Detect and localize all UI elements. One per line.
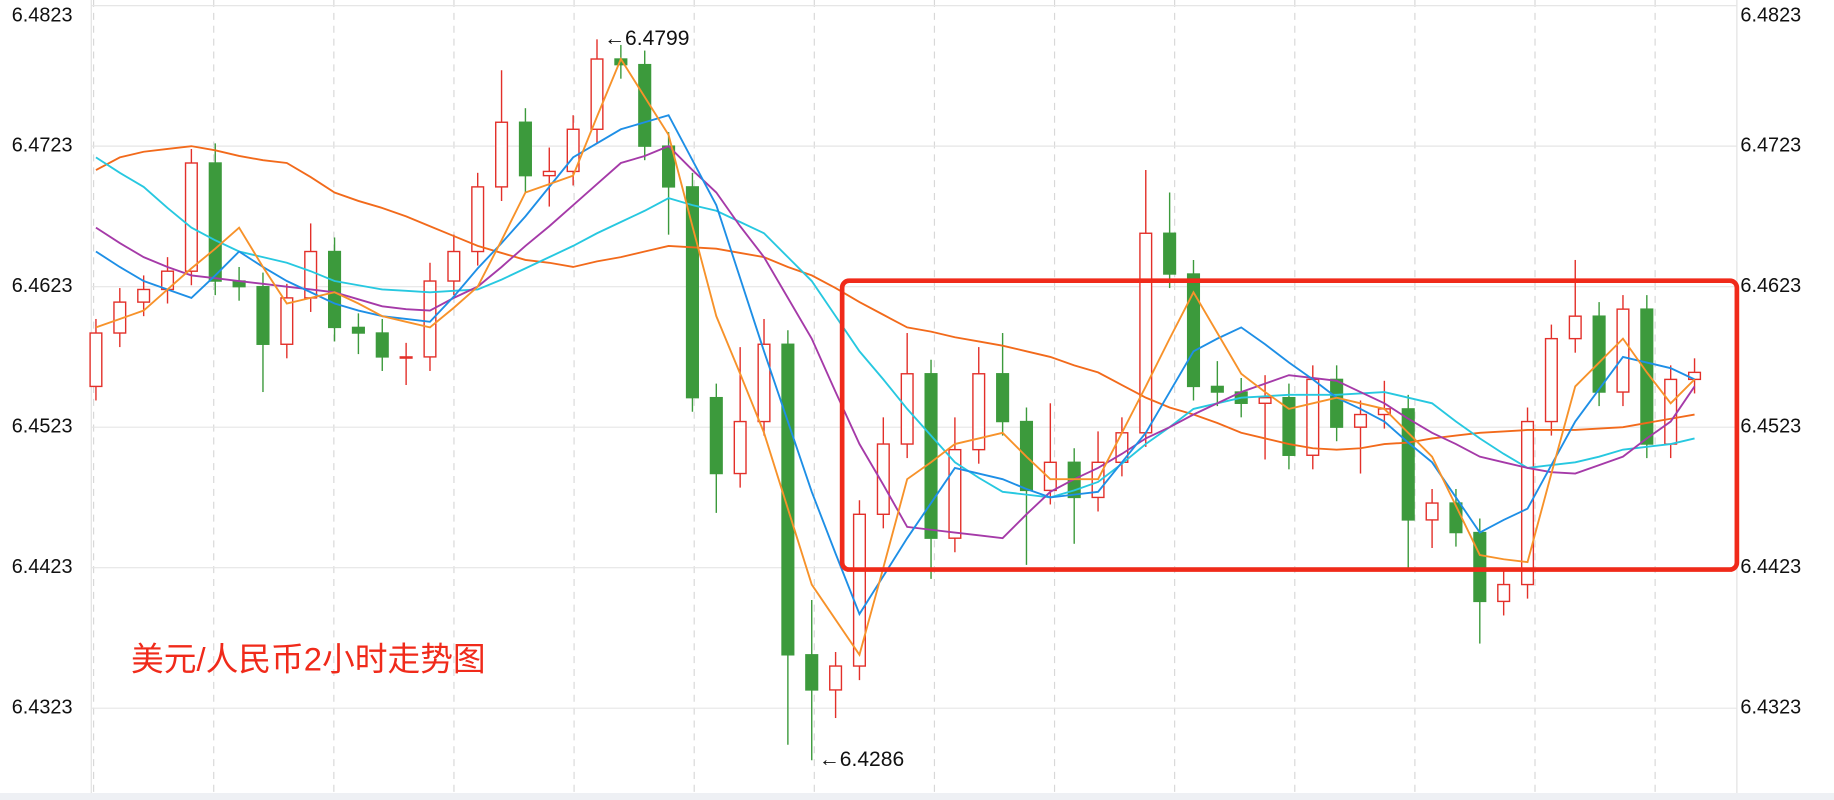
- candle-body: [542, 170, 556, 177]
- candle-body: [972, 373, 986, 451]
- y-tick-label: 6.4423: [12, 556, 73, 578]
- candle-body: [1306, 378, 1320, 456]
- ma-line: [95, 145, 1695, 451]
- chart-title: 美元/人民币2小时走势图: [131, 641, 486, 678]
- y-tick-label: 6.4323: [12, 696, 73, 718]
- y2-tick-label: 6.4423: [1740, 556, 1801, 578]
- candle-body: [137, 288, 151, 303]
- candle-body: [1210, 385, 1224, 393]
- candle-body: [1616, 308, 1630, 393]
- candle-body: [447, 250, 461, 282]
- candle-body: [280, 297, 294, 345]
- candle-body: [1592, 315, 1606, 393]
- candle-body: [733, 420, 747, 475]
- candle-body: [1043, 461, 1057, 492]
- candle-body: [829, 665, 843, 691]
- candle-body: [1425, 502, 1439, 521]
- y2-tick-label: 6.4323: [1740, 696, 1801, 718]
- candle-body: [781, 343, 795, 656]
- candle-body: [852, 513, 867, 667]
- candle-body: [1664, 378, 1678, 445]
- candle-body: [876, 443, 890, 515]
- ma-line: [95, 145, 1696, 540]
- candle-body: [1473, 531, 1487, 603]
- candle-body: [471, 186, 485, 253]
- candle-body: [89, 332, 103, 388]
- ma-line: [95, 114, 1695, 617]
- y-tick-label: 6.4623: [12, 275, 73, 297]
- plot: [89, 39, 1702, 761]
- candle-body: [351, 326, 365, 334]
- y-tick-label: 6.4823: [12, 5, 73, 27]
- candle-body: [566, 128, 580, 173]
- candle-body: [1640, 308, 1654, 445]
- candle-body: [1186, 273, 1201, 388]
- candle-body: [1353, 413, 1368, 428]
- candle-body: [375, 332, 389, 358]
- ma-line: [95, 156, 1695, 499]
- candle-body: [399, 356, 413, 359]
- candle-body: [256, 285, 270, 345]
- candle-body: [327, 250, 342, 329]
- candle-body: [948, 448, 962, 539]
- candle-body: [996, 373, 1010, 423]
- candle-body: [1544, 337, 1558, 423]
- annotation: ←6.4286: [819, 748, 904, 771]
- candle-body: [1520, 420, 1535, 586]
- candle-body: [1139, 232, 1153, 434]
- y2-tick-label: 6.4523: [1740, 415, 1801, 437]
- y2-tick-label: 6.4723: [1740, 134, 1801, 156]
- candle-body: [1330, 378, 1344, 428]
- candle-body: [1401, 408, 1415, 521]
- candle-body: [757, 343, 771, 423]
- candle-body: [1282, 396, 1296, 456]
- candle-body: [518, 121, 532, 177]
- candle-body: [184, 162, 198, 272]
- candle-body: [1258, 396, 1272, 404]
- time-grid: [93, 0, 1656, 793]
- candle-body: [1497, 583, 1511, 603]
- candle-body: [208, 162, 222, 282]
- candle-body: [1568, 315, 1582, 340]
- candle-body: [590, 58, 604, 130]
- candle-body: [638, 63, 652, 147]
- bottom-strip: [0, 792, 1834, 800]
- y-tick-label: 6.4723: [12, 134, 73, 156]
- y2-tick-label: 6.4823: [1740, 5, 1801, 27]
- candle-body: [709, 396, 723, 475]
- annotation: ←6.4799: [604, 27, 689, 50]
- candle-body: [805, 654, 819, 691]
- candle-body: [423, 280, 437, 358]
- candle-body: [1163, 232, 1177, 275]
- candle-body: [685, 186, 699, 399]
- y-tick-label: 6.4523: [12, 415, 73, 437]
- ma-line: [95, 56, 1696, 658]
- y2-tick-label: 6.4623: [1740, 275, 1801, 297]
- highlight-box: [839, 278, 1740, 572]
- candle-body: [924, 373, 938, 539]
- candle-body: [495, 121, 509, 188]
